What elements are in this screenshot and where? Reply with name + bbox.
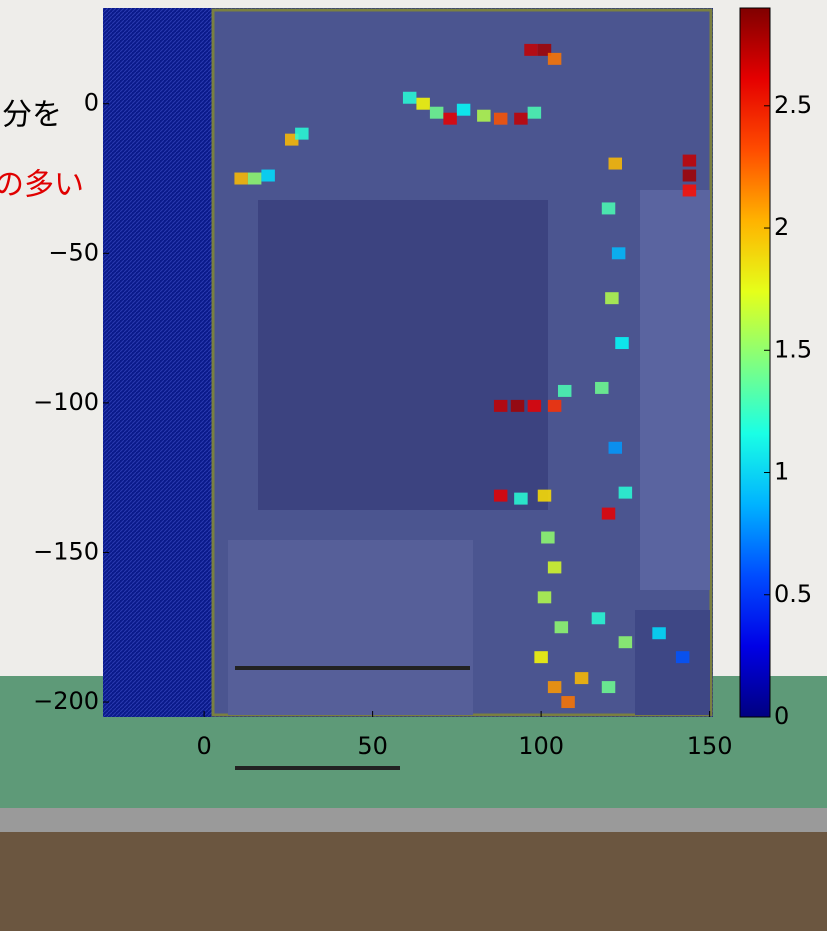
heat-cell [248, 173, 261, 185]
heat-cell [575, 672, 588, 684]
colorbar [740, 8, 770, 717]
heat-cell [261, 170, 274, 182]
colorbar-tick-label: 2 [774, 213, 789, 241]
heat-cell [683, 170, 696, 182]
heat-cell [602, 508, 615, 520]
colorbar-tick-label: 0 [774, 702, 789, 730]
heat-cell [514, 493, 527, 505]
heat-cell [534, 651, 547, 663]
aerial-image [213, 10, 711, 768]
heat-cell [403, 92, 416, 104]
heat-cell [528, 400, 541, 412]
heat-cell [443, 113, 456, 125]
colorbar-tick-label: 1 [774, 458, 789, 486]
heat-cell [234, 173, 247, 185]
y-tick-label: −150 [33, 537, 99, 565]
heat-cell [555, 621, 568, 633]
heat-cell [295, 128, 308, 140]
heat-cell [605, 292, 618, 304]
colorbar-tick-label: 2.5 [774, 91, 812, 119]
heat-cell [595, 382, 608, 394]
heat-cell [528, 107, 541, 119]
heat-cell [524, 44, 537, 56]
x-tick-label: 50 [357, 732, 388, 760]
slide-text: の多い [0, 168, 84, 203]
x-tick-label: 100 [518, 732, 564, 760]
y-tick-label: −50 [48, 238, 99, 266]
heat-cell [561, 696, 574, 708]
heat-cell [477, 110, 490, 122]
heat-cell [558, 385, 571, 397]
chart: 分を の多い 0 50 100 150 0 −50 −100 −150 −200 0 0.5 1 1.5… [0, 0, 827, 931]
heat-cell [683, 185, 696, 197]
heat-cell [602, 202, 615, 214]
heat-cell [494, 113, 507, 125]
y-tick-label: −100 [33, 388, 99, 416]
heat-cell [615, 337, 628, 349]
heat-cell [494, 490, 507, 502]
heat-cell [683, 155, 696, 167]
heat-cell [494, 400, 507, 412]
slide-text: 分を [2, 98, 62, 133]
heat-cell [430, 107, 443, 119]
heat-cell [538, 591, 551, 603]
heat-cell [538, 490, 551, 502]
heat-cell [619, 487, 632, 499]
heat-cell [541, 532, 554, 544]
heat-cell [619, 636, 632, 648]
y-tick-label: −200 [33, 687, 99, 715]
heat-cell [652, 627, 665, 639]
heat-cell [676, 651, 689, 663]
heat-cell [548, 681, 561, 693]
page: {"slide_text": {"line1": "分を", "line2": … [0, 0, 827, 931]
heat-cell [457, 104, 470, 116]
heat-cell [416, 98, 429, 110]
heat-cell [548, 561, 561, 573]
colorbar-tick-label: 1.5 [774, 335, 812, 363]
heat-cell [592, 612, 605, 624]
heat-cell [602, 681, 615, 693]
heat-cell [548, 53, 561, 65]
heat-cell [511, 400, 524, 412]
heat-cell [514, 113, 527, 125]
x-tick-label: 0 [196, 732, 211, 760]
heat-cell [609, 158, 622, 170]
heat-cell [548, 400, 561, 412]
slide-ground [0, 832, 827, 931]
heat-cell [612, 247, 625, 259]
x-tick-label: 150 [687, 732, 733, 760]
slide-band [0, 808, 827, 832]
y-tick-label: 0 [84, 89, 99, 117]
heat-cell [609, 442, 622, 454]
colorbar-tick-label: 0.5 [774, 580, 812, 608]
